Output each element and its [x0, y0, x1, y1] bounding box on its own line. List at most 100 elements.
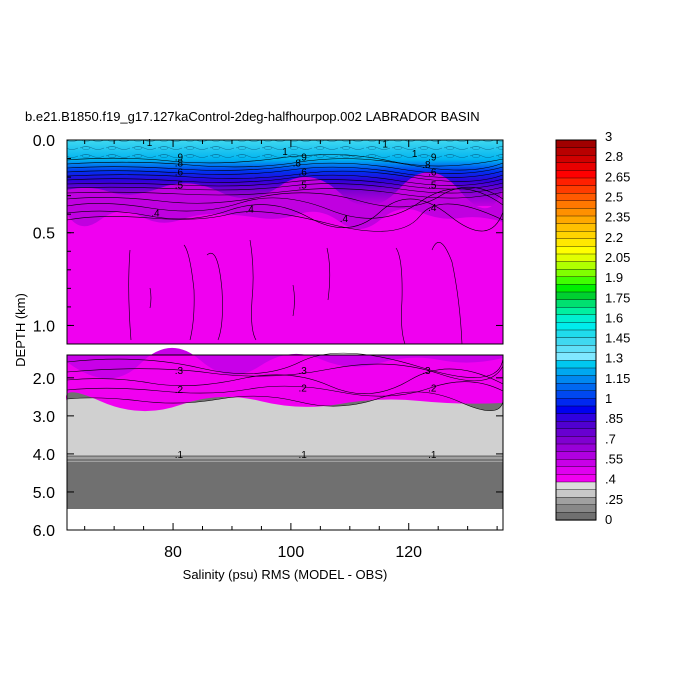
lower-light-gray-region	[67, 391, 503, 460]
colorbar-swatch	[555, 405, 597, 415]
colorbar-swatch	[555, 314, 597, 323]
lower-magenta-region	[65, 355, 503, 412]
contour-label: .6	[299, 168, 308, 179]
y-tick-label: 4.0	[33, 447, 55, 464]
colorbar-label: 2.65	[605, 169, 630, 184]
colorbar-swatch	[555, 322, 597, 331]
lower-panel	[65, 347, 504, 531]
contour-label: .3	[175, 366, 184, 377]
lower-white-band	[67, 509, 503, 530]
upper-contour-lines	[66, 154, 504, 345]
lower-gray-band	[67, 456, 503, 462]
colorbar-swatch	[555, 481, 597, 491]
colorbar-label: 1.45	[605, 331, 630, 346]
colorbar: 3 2.8 2.65 2.5 2.35 2.2 2.05 1.9 1.75 1.6 1.45 1.3 1…	[555, 129, 630, 527]
colorbar-label: 1	[605, 391, 612, 406]
colorbar-swatch	[555, 299, 597, 308]
colorbar-swatch	[555, 230, 597, 240]
colorbar-label: 3	[605, 129, 612, 144]
colorbar-swatch	[555, 398, 597, 407]
colorbar-swatch	[555, 413, 597, 422]
contour-label: .2	[175, 385, 184, 396]
x-tick-label: 80	[164, 544, 182, 561]
colorbar-label: .7	[605, 431, 616, 446]
y-axis-label: DEPTH (km)	[13, 293, 28, 367]
axes: 80 100 120 0.0 0.5 1.0 2.0 3.0 4.0 5.0 6.0	[33, 133, 503, 561]
colorbar-swatch	[555, 345, 597, 354]
contour-label: .1	[428, 450, 437, 461]
colorbar-label: 1.15	[605, 371, 630, 386]
colorbar-label: .4	[605, 472, 616, 487]
colorbar-swatch	[555, 253, 597, 263]
colorbar-swatch	[555, 177, 597, 187]
colorbar-swatch	[555, 307, 597, 316]
colorbar-swatch	[555, 352, 597, 361]
colorbar-swatch	[555, 139, 597, 149]
colorbar-swatch	[555, 284, 597, 293]
colorbar-label: 1.3	[605, 351, 623, 366]
colorbar-swatch	[555, 459, 597, 468]
y-tick-label: 1.0	[33, 318, 55, 335]
colorbar-label: 2.2	[605, 230, 623, 245]
lower-contour-lines	[66, 352, 504, 461]
colorbar-swatch	[555, 504, 597, 513]
colorbar-swatch	[555, 223, 597, 232]
colorbar-swatch	[555, 291, 597, 301]
colorbar-label: .25	[605, 492, 623, 507]
contour-label: .2	[299, 383, 308, 394]
x-tick-label: 120	[395, 544, 422, 561]
y-tick-label: 0.0	[33, 133, 55, 150]
colorbar-swatch	[555, 269, 597, 278]
contour-label: .1	[175, 450, 184, 461]
contour-label: 1	[282, 147, 288, 158]
contour-label: .4	[245, 205, 254, 216]
colorbar-swatch	[555, 147, 597, 156]
upper-purple-transition	[67, 172, 503, 230]
y-tick-label: 3.0	[33, 409, 55, 426]
upper-plot-frame	[66, 139, 504, 345]
upper-surface-swirls	[67, 140, 503, 158]
colorbar-label: 1.9	[605, 270, 623, 285]
colorbar-label: 0	[605, 512, 612, 527]
contour-label: .4	[151, 208, 160, 219]
colorbar-label: 2.05	[605, 250, 630, 265]
contour-label: .1	[299, 450, 308, 461]
colorbar-swatch	[555, 185, 597, 194]
colorbar-swatch	[555, 238, 597, 248]
colorbar-swatch	[555, 383, 597, 392]
contour-label: .3	[422, 366, 431, 377]
colorbar-swatch	[555, 428, 597, 437]
contour-label: .5	[428, 181, 437, 192]
lower-purple-top-region	[67, 347, 503, 379]
y-tick-label: 0.5	[33, 226, 55, 243]
colorbar-label: 2.5	[605, 189, 623, 204]
colorbar-label: 2.35	[605, 210, 630, 225]
colorbar-frame	[555, 139, 597, 521]
contour-label: .9	[428, 153, 437, 164]
colorbar-swatch	[555, 337, 597, 346]
colorbar-swatch	[555, 375, 597, 384]
colorbar-swatch	[555, 436, 597, 445]
colorbar-swatch	[555, 246, 597, 255]
contour-label: .6	[428, 168, 437, 179]
colorbar-swatch	[555, 421, 597, 430]
colorbar-swatch	[555, 443, 597, 453]
colorbar-swatch	[555, 367, 597, 377]
contour-label: .4	[340, 214, 349, 225]
colorbar-label: 2.8	[605, 149, 623, 164]
colorbar-label: .55	[605, 452, 623, 467]
x-tick-label: 100	[278, 544, 305, 561]
colorbar-swatch	[555, 208, 597, 217]
colorbar-swatch	[555, 200, 597, 210]
contour-label: 1	[382, 140, 388, 151]
colorbar-swatch	[555, 154, 597, 164]
colorbar-label: .85	[605, 411, 623, 426]
y-tick-label: 5.0	[33, 485, 55, 502]
y-tick-label: 2.0	[33, 371, 55, 388]
contour-label: .9	[299, 153, 308, 164]
colorbar-swatch	[555, 512, 597, 521]
contour-label: .8	[293, 158, 302, 169]
contour-label: .3	[299, 366, 308, 377]
colorbar-swatch	[555, 474, 597, 483]
